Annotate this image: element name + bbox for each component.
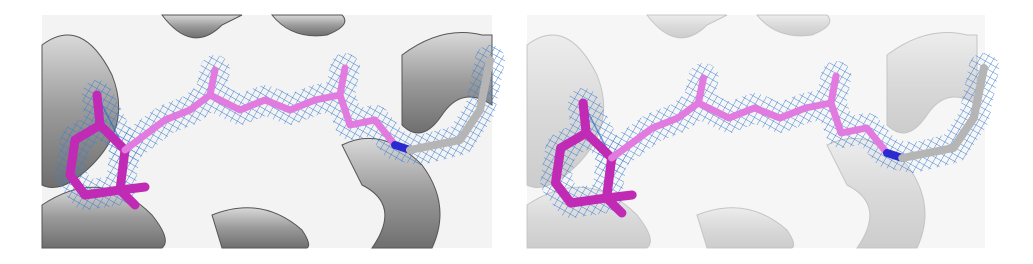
right-panel xyxy=(526,14,985,249)
left-panel xyxy=(41,14,492,249)
